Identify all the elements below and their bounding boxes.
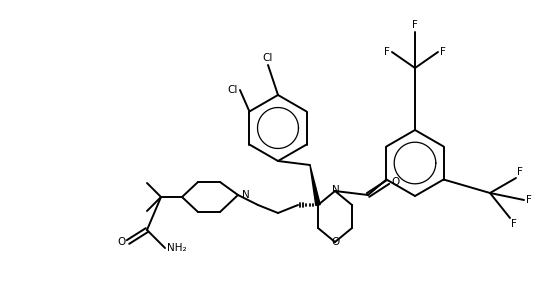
- Text: N: N: [242, 190, 250, 200]
- Text: F: F: [384, 47, 390, 57]
- Text: F: F: [511, 219, 517, 229]
- Polygon shape: [310, 165, 320, 206]
- Text: F: F: [412, 20, 418, 30]
- Text: O: O: [391, 177, 399, 187]
- Text: NH₂: NH₂: [167, 243, 187, 253]
- Text: Cl: Cl: [263, 53, 273, 63]
- Text: O: O: [331, 237, 339, 247]
- Text: F: F: [517, 167, 523, 177]
- Text: F: F: [440, 47, 446, 57]
- Text: N: N: [332, 185, 340, 195]
- Text: Cl: Cl: [227, 85, 238, 95]
- Text: F: F: [526, 195, 532, 205]
- Text: O: O: [118, 237, 126, 247]
